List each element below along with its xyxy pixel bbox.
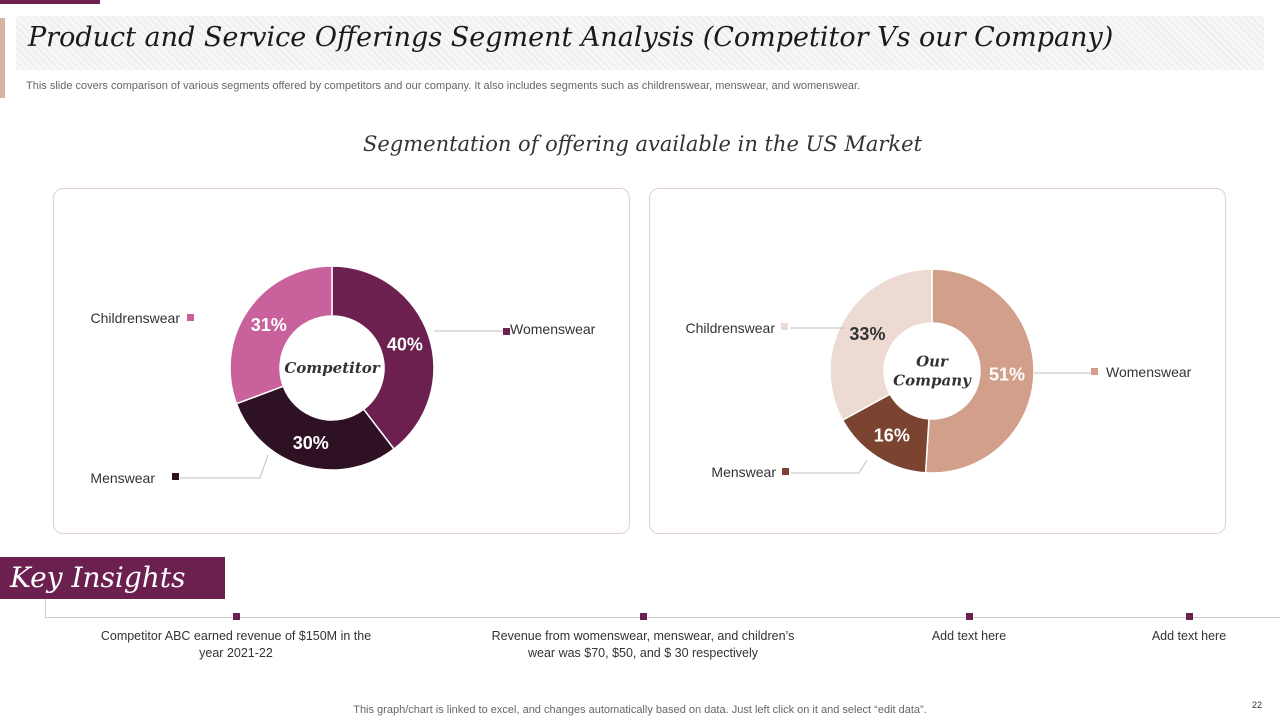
timeline-marker — [1186, 613, 1193, 620]
page-title: Product and Service Offerings Segment An… — [28, 22, 1114, 53]
insight-text-2: Revenue from womenswear, menswear, and c… — [491, 629, 795, 660]
competitor-legend-label-menswear: Menswear — [90, 470, 155, 486]
competitor-legend-marker-menswear — [172, 473, 179, 480]
our-company-legend-label-menswear: Menswear — [711, 464, 776, 480]
insight-text-3: Add text here — [931, 629, 1007, 643]
our-company-value-label-childrenswear: 33% — [849, 324, 885, 344]
title-band — [16, 16, 1264, 70]
competitor-legend-marker-childrenswear — [187, 314, 194, 321]
competitor-legend-label-childrenswear: Childrenswear — [91, 310, 181, 326]
competitor-slice-womenswear[interactable] — [331, 265, 435, 451]
competitor-slice-menswear[interactable] — [235, 385, 396, 471]
insight-text-4: Add text here — [1151, 629, 1227, 643]
competitor-legend-marker-womenswear — [503, 328, 510, 335]
our-company-center-label: Company — [893, 372, 972, 390]
timeline-marker — [640, 613, 647, 620]
key-insights-heading: Key Insights — [0, 557, 225, 599]
our-company-legend-label-womenswear: Womenswear — [1106, 364, 1192, 380]
competitor-value-label-womenswear: 40% — [387, 334, 423, 354]
our-company-slice-childrenswear[interactable] — [829, 268, 933, 422]
page-number: 22 — [1251, 700, 1262, 710]
competitor-value-label-childrenswear: 31% — [251, 315, 287, 335]
our-company-slice-womenswear[interactable] — [924, 268, 1035, 474]
our-company-legend-marker-menswear — [782, 468, 789, 475]
our-company-legend-marker-childrenswear — [781, 323, 788, 330]
insight-text-1: Competitor ABC earned revenue of $150M i… — [100, 629, 372, 660]
competitor-center-label: Competitor — [284, 359, 380, 377]
competitor-donut-chart[interactable]: 40% Womenswear 30% Menswear 31% Childrenswear… — [54, 189, 629, 533]
our-company-center-label: Our — [916, 353, 949, 371]
timeline-marker — [233, 613, 240, 620]
timeline-marker — [966, 613, 973, 620]
timeline-connector — [45, 599, 46, 617]
section-heading: Segmentation of offering available in th… — [362, 132, 923, 156]
our-company-donut-chart[interactable]: 51% Womenswear 16% Menswear 33% Childrenswear… — [650, 189, 1225, 533]
our-company-legend-label-childrenswear: Childrenswear — [686, 320, 776, 336]
footer-note: This graph/chart is linked to excel, and… — [353, 704, 927, 716]
our-company-leader-line-menswear — [791, 459, 868, 474]
page-subtitle: This slide covers comparison of various … — [26, 80, 861, 92]
timeline-line — [45, 617, 1280, 618]
competitor-legend-label-womenswear: Womenswear — [510, 321, 596, 337]
competitor-leader-line-menswear — [180, 454, 269, 479]
competitor-slice-childrenswear[interactable] — [229, 265, 333, 405]
competitor-value-label-menswear: 30% — [293, 433, 329, 453]
competitor-chart-panel[interactable]: 40% Womenswear 30% Menswear 31% Childrenswear… — [53, 188, 630, 534]
top-accent-bar — [0, 0, 100, 4]
our-company-chart-panel[interactable]: 51% Womenswear 16% Menswear 33% Childrenswear… — [649, 188, 1226, 534]
our-company-value-label-womenswear: 51% — [989, 364, 1025, 384]
our-company-legend-marker-womenswear — [1091, 368, 1098, 375]
left-accent-bar — [0, 18, 5, 98]
our-company-value-label-menswear: 16% — [874, 425, 910, 445]
